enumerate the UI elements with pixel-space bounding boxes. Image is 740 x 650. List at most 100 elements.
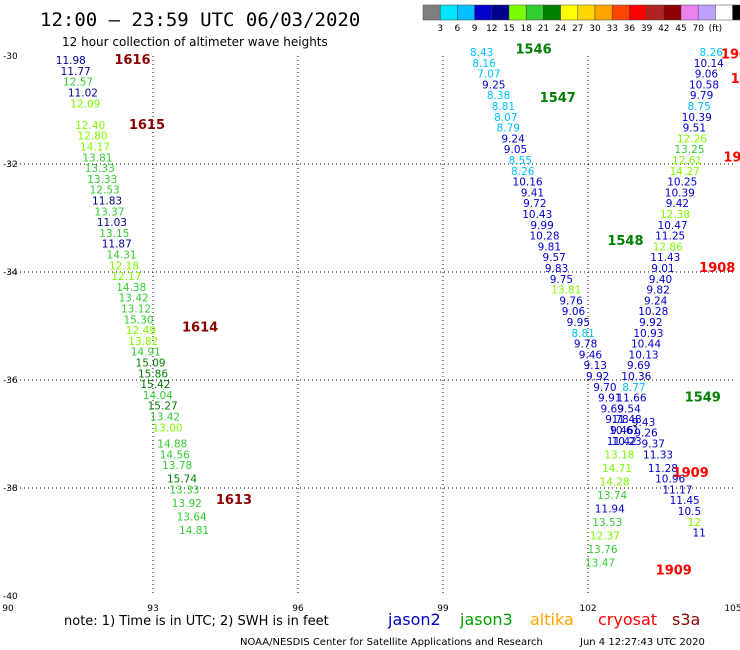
x-tick-label: 90 (2, 604, 14, 614)
swh-value-label: 13.81 (551, 285, 581, 297)
swh-value-label: 12.26 (677, 133, 707, 145)
swh-value-label: 13.00 (152, 422, 182, 434)
colorbar-tick-label: 15 (503, 24, 514, 34)
colorbar-swatch (663, 4, 682, 21)
swh-value-label: 9.69 (627, 360, 650, 372)
pass-number-label: 190 (731, 72, 740, 87)
colorbar-tick-label: 3 (437, 24, 443, 34)
colorbar-tick-label: 39 (641, 24, 653, 34)
colorbar-tick-label: 9 (472, 24, 478, 34)
swh-value-label: 11.02 (68, 88, 98, 100)
colorbar-swatch (491, 4, 510, 21)
swh-value-label: 9.99 (530, 220, 553, 232)
swh-value-label: 9.06 (562, 306, 586, 318)
swh-value-label: 9.37 (642, 439, 665, 451)
colorbar-swatch (594, 4, 613, 21)
swh-value-label: 9.25 (482, 79, 505, 91)
swh-value-label: 15.30 (123, 314, 153, 326)
swh-value-label: 10.93 (633, 328, 663, 340)
y-tick-label: -40 (3, 592, 18, 602)
swh-value-label: 9.70 (593, 382, 616, 394)
swh-value-label: 9.75 (550, 274, 573, 286)
swh-value-label: 11 (692, 528, 705, 540)
swh-value-label: 13.64 (177, 511, 207, 523)
swh-value-label: 9.46 (579, 349, 603, 361)
x-tick-label: 102 (579, 604, 596, 614)
swh-value-label: 8.07 (494, 112, 517, 124)
swh-value-label: 8.38 (487, 90, 510, 102)
swh-value-label: 11.28 (648, 463, 678, 475)
swh-value-label: 12.80 (78, 131, 108, 143)
swh-value-label: 9.78 (605, 414, 628, 426)
swh-value-label: 13.37 (94, 206, 124, 218)
colorbar-swatch (646, 4, 665, 21)
colorbar-tick-label: 45 (675, 24, 686, 34)
swh-value-label: 9.06 (695, 69, 719, 81)
swh-value-label: 9.91 (598, 393, 621, 405)
swh-value-label: 9.76 (559, 295, 583, 307)
swh-value-label: 8.26 (511, 166, 535, 178)
swh-value-label: 12.37 (590, 530, 620, 542)
colorbar-swatch (560, 4, 579, 21)
swh-value-label: 11.45 (670, 495, 700, 507)
swh-value-label: 10.16 (513, 177, 543, 189)
swh-value-label: 9.82 (646, 285, 669, 297)
swh-value-label: 10.43 (522, 209, 552, 221)
swh-value-label: 11.83 (92, 196, 122, 208)
y-axis-ticks: -30 -32 -34 -36 -38 -40 (3, 52, 18, 602)
colorbar-tick-label: 18 (520, 24, 532, 34)
pass-number-label: 1907 (723, 150, 740, 165)
swh-value-label: 11.33 (643, 449, 673, 461)
y-tick-label: -38 (3, 484, 18, 494)
swh-value-label: 10.61 (609, 425, 639, 437)
swh-value-label: 9.24 (501, 133, 525, 145)
swh-value-label: 10.39 (665, 187, 695, 199)
swh-value-label: 9.05 (504, 144, 527, 156)
swh-value-label: 7.07 (477, 69, 500, 81)
swh-value-label: 8.77 (622, 382, 645, 394)
colorbar-swatch (422, 4, 441, 21)
swh-value-label: 9.41 (521, 187, 544, 199)
swh-value-label: 8.55 (509, 155, 532, 167)
swh-value-label: 13.82 (128, 336, 158, 348)
swh-value-label: 13.92 (172, 498, 202, 510)
swh-value-label: 15.27 (148, 401, 178, 413)
swh-value-label: 10.25 (667, 177, 697, 189)
swh-value-label: 11.98 (56, 55, 86, 67)
colorbar-tick-label: 6 (455, 24, 461, 34)
footer-credit: NOAA/NESDIS Center for Satellite Applica… (240, 637, 543, 648)
swh-value-label: 15.86 (138, 368, 168, 380)
swh-value-label: 9.43 (632, 417, 655, 429)
swh-value-label: 10.5 (678, 506, 701, 518)
swh-value-label: 13.53 (592, 517, 622, 529)
y-tick-label: -34 (3, 268, 18, 278)
swh-value-label: 12.53 (90, 185, 120, 197)
swh-value-label: 13.78 (162, 460, 192, 472)
colorbar-tick-label: (ft) (709, 24, 723, 34)
satellite-legend-jason3: jason3 (459, 610, 513, 629)
colorbar-swatch (457, 4, 475, 21)
swh-value-label: 8.81 (571, 328, 594, 340)
swh-value-label: 14.91 (131, 347, 161, 359)
footer-note: note: 1) Time is in UTC; 2) SWH is in fe… (64, 614, 329, 629)
colorbar-tick-label: 21 (538, 24, 549, 34)
colorbar-swatch (508, 4, 527, 21)
pass-number-label: 190 (721, 48, 740, 63)
swh-value-label: 8.75 (687, 101, 710, 113)
colorbar-swatch (715, 4, 733, 21)
colorbar-ticks: 3 6 9 12 15 18 21 24 27 30 33 36 39 42 45 70 (ft) (437, 24, 722, 34)
swh-value-label: 12.17 (111, 271, 141, 283)
swh-value-label: 14.81 (179, 525, 209, 537)
swh-value-label: 10.28 (638, 306, 668, 318)
pass-number-label: 1546 (516, 42, 552, 57)
colorbar-swatch (543, 4, 561, 21)
swh-value-label: 9.46 (610, 425, 634, 437)
swh-value-label: 10.58 (689, 79, 719, 91)
colorbar-tick-label: 24 (555, 24, 567, 34)
swh-value-label: 9.83 (545, 263, 568, 275)
swh-value-label: 13.42 (119, 293, 149, 305)
swh-value-label: 13.47 (585, 557, 615, 569)
swh-value-label: 10.23 (612, 436, 642, 448)
